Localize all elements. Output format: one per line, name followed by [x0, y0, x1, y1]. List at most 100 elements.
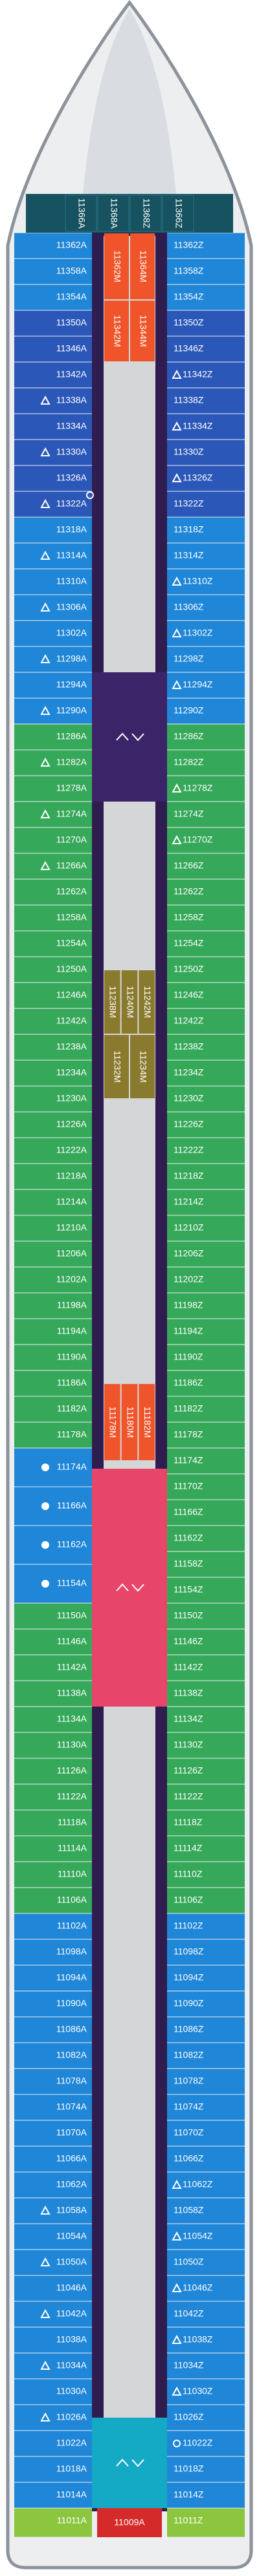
cabin[interactable]	[14, 362, 92, 388]
cabin[interactable]	[167, 983, 245, 1008]
cabin[interactable]	[167, 1422, 245, 1448]
cabin[interactable]	[167, 2353, 245, 2379]
cabin[interactable]	[167, 1939, 245, 1965]
cabin[interactable]	[167, 1215, 245, 1241]
cabin[interactable]	[167, 2069, 245, 2094]
cabin[interactable]	[14, 1526, 92, 1564]
cabin[interactable]	[14, 2094, 92, 2120]
cabin[interactable]	[14, 2456, 92, 2482]
cabin[interactable]	[167, 802, 245, 827]
cabin[interactable]	[14, 569, 92, 595]
cabin[interactable]	[121, 1384, 138, 1460]
cabin[interactable]	[167, 336, 245, 362]
cabin[interactable]	[167, 388, 245, 414]
cabin[interactable]	[167, 1629, 245, 1655]
cabin[interactable]	[14, 1758, 92, 1784]
cabin[interactable]	[65, 195, 97, 232]
cabin[interactable]	[167, 2172, 245, 2198]
cabin[interactable]	[167, 569, 245, 595]
cabin[interactable]	[167, 1913, 245, 1939]
cabin[interactable]	[14, 388, 92, 414]
cabin[interactable]	[167, 310, 245, 336]
cabin[interactable]	[14, 1939, 92, 1965]
cabin[interactable]	[14, 802, 92, 827]
cabin[interactable]	[167, 827, 245, 853]
cabin[interactable]	[14, 1732, 92, 1758]
cabin[interactable]	[14, 1034, 92, 1060]
cabin[interactable]	[14, 983, 92, 1008]
cabin[interactable]	[104, 233, 129, 299]
cabin[interactable]	[167, 2456, 245, 2482]
cabin[interactable]	[167, 1474, 245, 1500]
cabin[interactable]	[14, 1345, 92, 1370]
cabin[interactable]	[167, 440, 245, 465]
cabin[interactable]	[167, 2508, 245, 2537]
cabin[interactable]	[14, 517, 92, 543]
cabin[interactable]	[14, 776, 92, 802]
cabin[interactable]	[167, 750, 245, 776]
cabin[interactable]	[14, 1086, 92, 1112]
cabin[interactable]	[14, 1060, 92, 1086]
cabin[interactable]	[14, 672, 92, 698]
cabin[interactable]	[167, 2275, 245, 2301]
cabin[interactable]	[167, 233, 245, 259]
cabin[interactable]	[167, 931, 245, 957]
cabin[interactable]	[167, 1060, 245, 1086]
cabin[interactable]	[167, 2250, 245, 2275]
cabin[interactable]	[167, 2094, 245, 2120]
cabin[interactable]	[167, 2327, 245, 2353]
cabin[interactable]	[14, 233, 92, 259]
cabin[interactable]	[14, 1008, 92, 1034]
cabin[interactable]	[97, 195, 130, 232]
cabin[interactable]	[14, 1487, 92, 1526]
cabin[interactable]	[167, 465, 245, 491]
cabin[interactable]	[14, 284, 92, 310]
cabin[interactable]	[167, 259, 245, 284]
cabin[interactable]	[14, 827, 92, 853]
cabin[interactable]	[167, 2146, 245, 2172]
cabin[interactable]	[167, 1448, 245, 1474]
cabin[interactable]	[167, 491, 245, 517]
cabin[interactable]	[167, 2043, 245, 2069]
cabin[interactable]	[14, 1112, 92, 1138]
cabin[interactable]	[14, 1629, 92, 1655]
cabin[interactable]	[167, 1681, 245, 1707]
cabin[interactable]	[14, 1862, 92, 1888]
cabin[interactable]	[14, 310, 92, 336]
cabin[interactable]	[14, 2327, 92, 2353]
cabin[interactable]	[167, 284, 245, 310]
cabin[interactable]	[167, 1164, 245, 1189]
cabin[interactable]	[14, 1267, 92, 1293]
cabin[interactable]	[14, 2379, 92, 2405]
cabin[interactable]	[14, 1370, 92, 1396]
cabin[interactable]	[139, 970, 155, 1034]
cabin[interactable]	[167, 646, 245, 672]
cabin[interactable]	[139, 1384, 155, 1460]
cabin[interactable]	[14, 1965, 92, 1991]
cabin[interactable]	[14, 2508, 92, 2537]
cabin[interactable]	[167, 1836, 245, 1862]
cabin[interactable]	[14, 1448, 92, 1487]
cabin[interactable]	[14, 1293, 92, 1319]
cabin[interactable]	[14, 1655, 92, 1681]
cabin[interactable]	[167, 1965, 245, 1991]
cabin[interactable]	[167, 1396, 245, 1422]
cabin[interactable]	[14, 621, 92, 646]
cabin[interactable]	[167, 776, 245, 802]
cabin[interactable]	[14, 2198, 92, 2224]
cabin[interactable]	[167, 2482, 245, 2508]
cabin[interactable]	[167, 362, 245, 388]
cabin[interactable]	[14, 2431, 92, 2456]
cabin[interactable]	[167, 1500, 245, 1526]
cabin[interactable]	[14, 2301, 92, 2327]
cabin[interactable]	[167, 905, 245, 931]
cabin[interactable]	[130, 1035, 155, 1098]
cabin[interactable]	[104, 1035, 129, 1098]
cabin[interactable]	[14, 957, 92, 983]
cabin[interactable]	[14, 879, 92, 905]
cabin[interactable]	[167, 1370, 245, 1396]
cabin[interactable]	[14, 646, 92, 672]
cabin[interactable]	[104, 970, 120, 1034]
cabin[interactable]	[167, 853, 245, 879]
cabin[interactable]	[14, 1164, 92, 1189]
